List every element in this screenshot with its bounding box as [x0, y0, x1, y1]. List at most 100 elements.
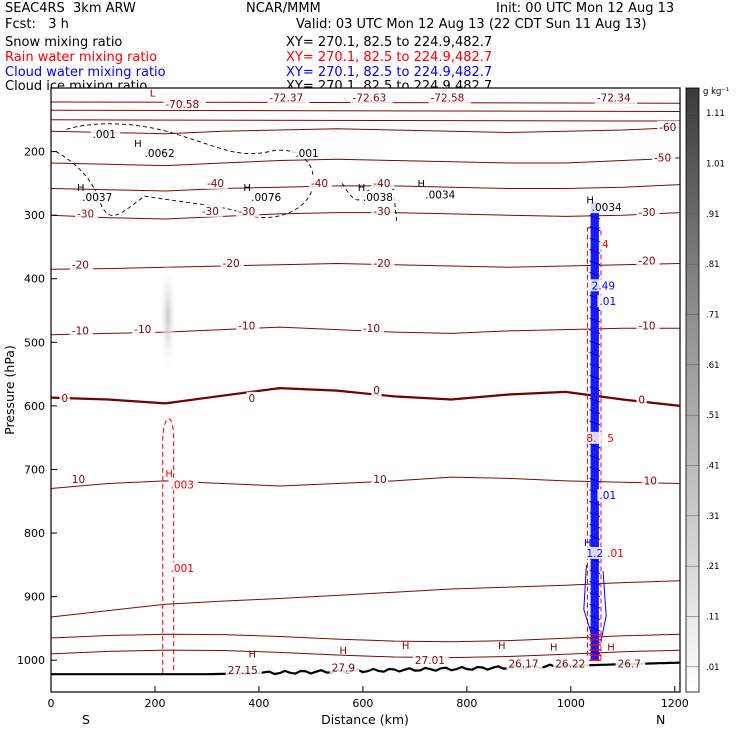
contour-label-bg — [293, 147, 323, 160]
y-tick-label: 200 — [24, 146, 45, 159]
y-tick-label: 800 — [24, 527, 45, 540]
contour-label-bg — [605, 431, 616, 444]
y-tick-label: 700 — [24, 463, 45, 476]
cloud-water-contour — [589, 466, 601, 472]
x-tick-label: 800 — [456, 697, 477, 710]
contour-label: .001 — [171, 563, 194, 575]
cloud-water-contour — [589, 477, 601, 483]
isotherm-m40 — [51, 184, 680, 192]
contour-label-bg — [90, 127, 121, 140]
contour-label-bg — [267, 91, 310, 104]
forecast-hour: Fcst: 3 h — [5, 17, 69, 32]
cloud-water-contour — [589, 626, 601, 632]
contour-label: -30 — [238, 206, 255, 218]
cloud-water-contour — [589, 615, 601, 620]
colorbar: g kg⁻¹ 1.11 1.01 .91 .81 .71 .61 .51 .41 .31 .21.… — [685, 87, 729, 693]
y-axis-label: Pressure (hPa) — [2, 345, 17, 435]
high-marker: H — [607, 643, 615, 654]
x-tick-label: 600 — [352, 697, 373, 710]
contour-label: -10 — [238, 320, 255, 332]
contour-label-bg — [641, 474, 659, 487]
rain-contour — [162, 418, 175, 673]
contour-label-bg — [168, 562, 199, 575]
cloud-water-contour — [589, 420, 601, 426]
x-axis-left-end-label: S — [82, 712, 90, 727]
contour-label: 5 — [607, 433, 614, 445]
contour-label-bg — [506, 657, 543, 670]
contour-label: .0037 — [82, 192, 112, 204]
cloud-water-contour — [589, 535, 601, 540]
cloud-water-contour — [589, 363, 601, 369]
colorbar-tick-label: .41 — [706, 462, 720, 472]
high-marker: H — [584, 538, 592, 549]
cloud-water-contour — [589, 409, 601, 414]
contour-label-bg — [553, 657, 590, 670]
contour-label-bg — [360, 190, 397, 203]
contour-label-bg — [584, 546, 608, 559]
colorbar-tick-label: .31 — [706, 512, 720, 522]
high-marker: H — [165, 469, 173, 480]
cloud-water-contour — [589, 523, 601, 529]
cloud-water-contour — [589, 592, 601, 598]
contour-label-bg — [360, 321, 385, 334]
colorbar-tick-label: .51 — [706, 411, 720, 421]
contour-label: -72.37 — [269, 93, 303, 105]
low-marker: L — [150, 88, 156, 99]
high-marker: H — [550, 643, 558, 654]
cloud-water-contour — [589, 352, 601, 357]
contour-label: .0034 — [425, 189, 455, 201]
cloud-water-contour — [589, 569, 601, 575]
contour-label-bg — [371, 204, 395, 217]
cloud-water-contour — [589, 260, 601, 266]
field-xy-snow: XY= 270.1, 82.5 to 224.9,482.7 — [286, 35, 493, 50]
contour-label: 27.01 — [415, 655, 445, 667]
contour-label-bg — [59, 391, 70, 404]
colorbar-gradient — [685, 87, 700, 693]
contour-label: .01 — [599, 490, 616, 502]
contour-label-bg — [652, 151, 676, 164]
contour-label-bg — [80, 190, 117, 203]
x-tick-label: 1000 — [557, 697, 585, 710]
contour-label-bg — [636, 393, 647, 406]
x-tick-label: 0 — [48, 697, 55, 710]
contour-label: .0034 — [592, 202, 622, 214]
contour-label-bg — [371, 257, 395, 270]
field-xy-rain: XY= 270.1, 82.5 to 224.9,482.7 — [286, 50, 493, 65]
isotherm-m30 — [51, 212, 680, 220]
contour-label: -50 — [654, 152, 671, 164]
contour-label: -70.58 — [165, 99, 199, 111]
contour-label: -30 — [202, 206, 219, 218]
contour-label: -10 — [72, 325, 89, 337]
contour-label-bg — [142, 147, 179, 160]
colorbar-tick-label: 1.01 — [706, 160, 725, 170]
x-axis-label: Distance (km) — [321, 712, 409, 727]
contour-label-bg — [350, 91, 393, 104]
cloud-water-contour — [589, 500, 601, 506]
contour-label-bg — [168, 478, 199, 491]
contour-label: 27.15 — [228, 665, 258, 677]
contour-label-bg — [204, 176, 229, 189]
contour-label: -30 — [77, 208, 94, 220]
cloud-ice-contour — [55, 123, 314, 218]
contour-label: 1.2 — [586, 548, 603, 560]
high-marker: H — [249, 650, 257, 661]
contour-label: 26.17 — [508, 659, 538, 671]
cloud-water-column — [590, 202, 599, 661]
contour-label-bg — [636, 319, 660, 332]
isotherm-near-surface — [51, 633, 680, 643]
isotherm-10 — [51, 476, 680, 489]
high-marker: H — [417, 179, 425, 190]
contour-label-bg — [329, 661, 360, 674]
contour-label: 8. — [586, 433, 596, 445]
contour-label-bg — [371, 473, 389, 486]
cloud-water-contour — [589, 237, 601, 243]
contour-label-bg — [636, 254, 660, 267]
high-marker: H — [340, 646, 348, 657]
x-tick-label: 1200 — [661, 697, 689, 710]
cloud-water-contour — [589, 455, 601, 460]
isotherm-m60 — [51, 126, 680, 135]
y-tick-label: 500 — [24, 336, 45, 349]
colorbar-tick-label: 1.11 — [706, 109, 725, 119]
colorbar-tick-label: .21 — [706, 562, 720, 572]
high-marker: H — [586, 196, 594, 207]
